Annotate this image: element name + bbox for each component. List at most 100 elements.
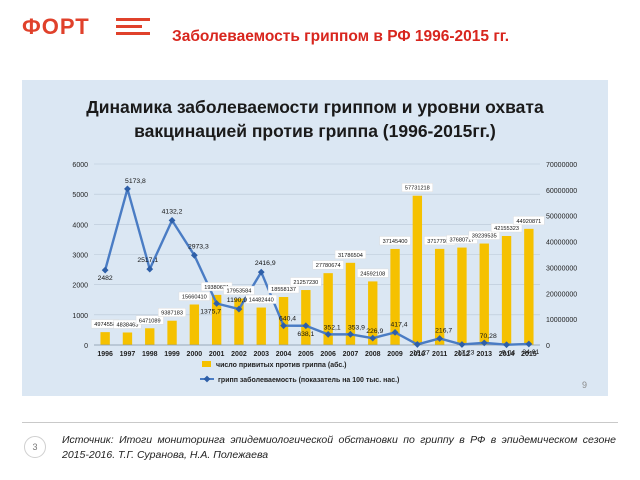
incidence-line — [103, 187, 529, 346]
incidence-point-1997 — [124, 185, 131, 193]
legend-line-marker — [203, 375, 211, 383]
incidence-point-2015 — [525, 340, 533, 348]
category-label: 2000 — [187, 351, 203, 358]
bar-1996 — [100, 332, 110, 345]
category-label: 2012 — [454, 351, 470, 358]
bar-value-label: 37680717 — [450, 238, 475, 244]
bar-value-label: 31786504 — [338, 253, 363, 259]
left-tick-label: 2000 — [72, 283, 88, 290]
right-tick-label: 20000000 — [546, 291, 577, 298]
page-badge: 3 — [24, 436, 46, 458]
chart-title-line-1: Динамика заболеваемости гриппом и уровни… — [86, 97, 544, 117]
category-label: 2007 — [343, 351, 359, 358]
line-value-label: 417,4 — [391, 321, 408, 328]
bar-value-label: 27780674 — [316, 263, 341, 269]
line-value-label: 216,7 — [435, 327, 452, 334]
category-label: 2013 — [476, 351, 492, 358]
chart-svg: Динамика заболеваемости гриппом и уровни… — [72, 97, 577, 384]
bar-label-box — [223, 285, 255, 295]
incidence-point-2006 — [324, 330, 332, 338]
category-label: 2001 — [209, 351, 225, 358]
slide-title: Заболеваемость гриппом в РФ 1996-2015 гг… — [172, 28, 509, 45]
left-tick-label: 0 — [84, 343, 88, 350]
bar-value-label: 14482440 — [249, 298, 274, 304]
category-label: 1997 — [120, 351, 136, 358]
legend-bar-swatch — [202, 361, 211, 367]
line-value-label: 2416,9 — [255, 260, 276, 267]
bar-value-label: 21257230 — [293, 280, 318, 286]
bar-2010 — [412, 195, 423, 345]
bar-2008 — [368, 281, 378, 345]
right-tick-label: 40000000 — [546, 240, 577, 247]
incidence-point-2009 — [391, 329, 399, 336]
incidence-point-2001 — [213, 300, 221, 307]
bar-value-label: 18558137 — [271, 287, 296, 293]
incidence-point-1996 — [101, 266, 109, 274]
brand-logo: ФОРТ — [22, 14, 150, 40]
bar-label-box — [267, 284, 300, 294]
line-value-label: 17,23 — [457, 349, 474, 356]
line-value-label: 2482 — [98, 275, 113, 282]
incidence-point-2008 — [369, 334, 377, 342]
chart-page-number: 9 — [582, 380, 588, 390]
incidence-point-2004 — [280, 322, 287, 330]
bar-label-box — [334, 250, 367, 260]
bar-1999 — [167, 320, 177, 345]
bar-label-box — [357, 268, 389, 278]
category-label: 2004 — [276, 351, 292, 358]
bar-value-label: 44920871 — [516, 219, 541, 225]
right-tick-label: 30000000 — [546, 265, 577, 272]
category-label: 1996 — [97, 351, 113, 358]
line-value-label: 19,27 — [413, 349, 430, 356]
bar-2005 — [301, 290, 311, 345]
incidence-point-2014 — [503, 341, 510, 349]
bar-value-label: 37145400 — [383, 239, 408, 245]
category-label: 2006 — [320, 351, 336, 358]
chart-area: Динамика заболеваемости гриппом и уровни… — [22, 80, 608, 396]
bar-1997 — [122, 332, 133, 345]
right-tick-label: 50000000 — [546, 214, 577, 221]
category-label: 2010 — [410, 351, 426, 358]
category-label: 2003 — [253, 351, 269, 358]
incidence-point-2011 — [436, 335, 444, 342]
bar-2007 — [345, 262, 356, 345]
bar-value-label: 39239535 — [472, 234, 497, 240]
category-label: 2009 — [387, 351, 403, 358]
left-tick-label: 5000 — [72, 192, 88, 199]
left-tick-label: 4000 — [72, 222, 88, 229]
bar-value-label: 42155323 — [494, 226, 519, 232]
incidence-point-2003 — [257, 268, 265, 276]
line-value-label: 1375,7 — [200, 308, 221, 315]
category-label: 2005 — [298, 351, 314, 358]
bar-label-box — [178, 291, 210, 301]
bar-2011 — [434, 248, 445, 345]
line-value-label: 70,28 — [480, 333, 497, 340]
bar-label-box — [158, 308, 186, 317]
source-note: Источник: Итоги мониторинга эпидемиологи… — [62, 434, 616, 461]
line-value-label: 353,9 — [348, 324, 365, 331]
category-label: 2008 — [365, 351, 381, 358]
logo-stripes-icon — [116, 18, 150, 36]
bar-2004 — [278, 297, 289, 345]
legend-bar-label: число привитых против гриппа (абс.) — [216, 361, 347, 369]
left-tick-label: 6000 — [72, 162, 88, 169]
category-label: 1999 — [164, 351, 180, 358]
right-tick-label: 10000000 — [546, 317, 577, 324]
right-tick-label: 0 — [546, 343, 550, 350]
footer-divider — [22, 422, 618, 423]
left-tick-label: 3000 — [72, 253, 88, 260]
line-value-label: 1190,9 — [227, 297, 248, 304]
line-value-label: 34,01 — [522, 349, 539, 356]
incidence-point-1998 — [146, 265, 154, 273]
right-tick-label: 60000000 — [546, 188, 577, 195]
bar-2003 — [256, 307, 266, 345]
bar-label-box — [401, 183, 433, 192]
incidence-point-2002 — [235, 305, 243, 313]
bar-2001 — [211, 294, 222, 345]
category-label: 2014 — [499, 351, 515, 358]
bar-2006 — [323, 273, 333, 345]
bar-2015 — [524, 228, 534, 345]
line-value-label: 226,9 — [366, 328, 383, 335]
left-tick-label: 1000 — [72, 313, 88, 320]
line-value-label: 2973,3 — [188, 243, 209, 250]
